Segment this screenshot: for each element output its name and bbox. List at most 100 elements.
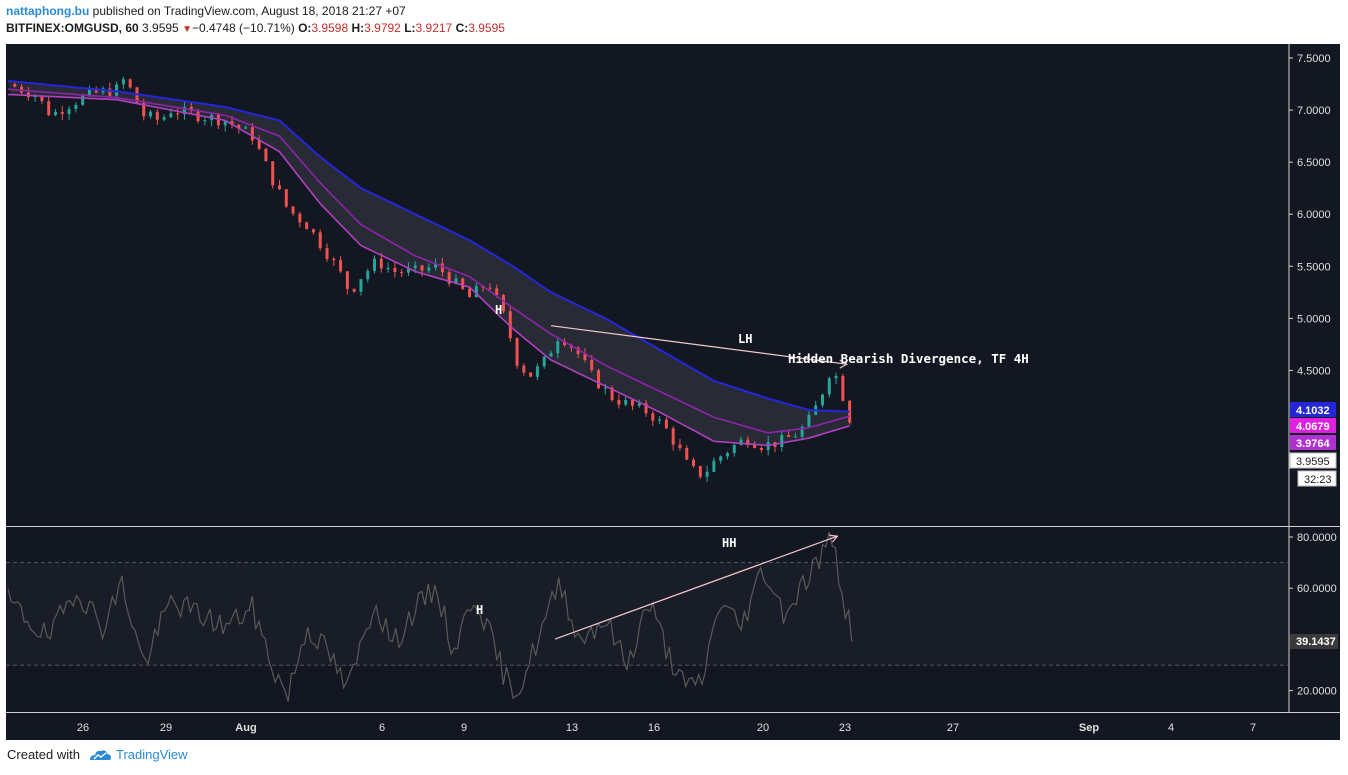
candle-body[interactable]	[725, 453, 729, 457]
candle-body[interactable]	[583, 354, 587, 360]
candle-body[interactable]	[108, 88, 112, 96]
candle-body[interactable]	[203, 120, 207, 122]
candle-body[interactable]	[128, 79, 132, 88]
candle-body[interactable]	[678, 444, 682, 448]
candle-body[interactable]	[529, 372, 533, 377]
candle-body[interactable]	[712, 460, 716, 472]
candle-body[interactable]	[278, 185, 281, 190]
candle-body[interactable]	[495, 288, 499, 296]
candle-body[interactable]	[176, 113, 180, 115]
candle-body[interactable]	[597, 370, 601, 389]
candle-body[interactable]	[230, 121, 234, 125]
candle-body[interactable]	[74, 104, 78, 109]
candle-body[interactable]	[373, 258, 377, 271]
candle-body[interactable]	[692, 459, 696, 467]
candle-body[interactable]	[630, 400, 634, 406]
candle-body[interactable]	[549, 353, 553, 357]
candle-body[interactable]	[332, 258, 336, 261]
candle-body[interactable]	[644, 403, 648, 414]
candle-body[interactable]	[189, 106, 193, 111]
candle-body[interactable]	[780, 435, 784, 447]
ema-line-1[interactable]	[7, 79, 850, 413]
candle-body[interactable]	[739, 439, 743, 446]
candle-body[interactable]	[305, 222, 309, 230]
candle-body[interactable]	[67, 108, 71, 114]
candle-body[interactable]	[468, 288, 472, 298]
candle-body[interactable]	[13, 84, 17, 87]
candle-body[interactable]	[651, 413, 655, 421]
candle-body[interactable]	[793, 436, 797, 438]
candle-body[interactable]	[800, 426, 804, 437]
candle-body[interactable]	[244, 127, 248, 129]
candle-body[interactable]	[617, 399, 621, 405]
candle-body[interactable]	[440, 263, 444, 273]
candle-body[interactable]	[406, 267, 410, 273]
candle-body[interactable]	[848, 400, 852, 423]
candle-body[interactable]	[121, 79, 125, 85]
candle-body[interactable]	[40, 95, 44, 102]
candle-body[interactable]	[115, 84, 119, 96]
candle-body[interactable]	[542, 356, 546, 367]
candle-body[interactable]	[563, 341, 567, 346]
candle-body[interactable]	[413, 265, 417, 268]
candle-body[interactable]	[237, 124, 241, 129]
candle-body[interactable]	[515, 338, 519, 366]
candle-body[interactable]	[488, 287, 492, 289]
candle-body[interactable]	[87, 88, 91, 96]
candle-body[interactable]	[47, 101, 51, 116]
candle-body[interactable]	[386, 268, 390, 270]
candle-body[interactable]	[461, 278, 465, 289]
candle-body[interactable]	[664, 419, 668, 429]
candle-body[interactable]	[366, 270, 370, 280]
candle-body[interactable]	[508, 311, 512, 339]
candle-body[interactable]	[671, 428, 675, 445]
candle-body[interactable]	[698, 466, 702, 477]
rsi-panel[interactable]: HHH	[6, 531, 1288, 702]
candle-body[interactable]	[556, 341, 560, 354]
candle-body[interactable]	[400, 272, 404, 274]
candle-body[interactable]	[719, 456, 723, 461]
candle-body[interactable]	[522, 365, 526, 373]
candle-body[interactable]	[590, 359, 594, 371]
candle-body[interactable]	[149, 111, 153, 117]
candle-body[interactable]	[345, 271, 349, 289]
candle-body[interactable]	[250, 127, 254, 141]
candle-body[interactable]	[60, 111, 64, 114]
candle-body[interactable]	[339, 260, 343, 272]
candle-body[interactable]	[685, 447, 689, 460]
candle-body[interactable]	[182, 106, 186, 115]
candle-body[interactable]	[257, 140, 261, 149]
candle-body[interactable]	[379, 258, 383, 269]
candle-body[interactable]	[603, 387, 607, 389]
rsi-divergence-trendline[interactable]	[554, 535, 838, 640]
candle-body[interactable]	[81, 95, 85, 105]
candle-body[interactable]	[94, 88, 98, 93]
candle-body[interactable]	[393, 268, 397, 273]
tradingview-brand-link[interactable]: TradingView	[115, 747, 188, 762]
candle-body[interactable]	[142, 102, 146, 117]
candle-body[interactable]	[291, 206, 295, 214]
candle-body[interactable]	[223, 121, 227, 126]
candle-body[interactable]	[284, 189, 288, 207]
candle-body[interactable]	[787, 435, 791, 437]
candle-body[interactable]	[474, 286, 478, 298]
candle-body[interactable]	[501, 295, 505, 312]
candle-body[interactable]	[318, 232, 322, 249]
candle-body[interactable]	[420, 265, 424, 271]
ema-line-2[interactable]	[7, 88, 850, 434]
candle-body[interactable]	[746, 439, 750, 446]
candle-body[interactable]	[610, 387, 614, 400]
price-panel[interactable]: H LH Hidden Bearish Divergence, TF 4H	[7, 76, 1029, 482]
candle-body[interactable]	[434, 263, 438, 268]
candle-body[interactable]	[359, 279, 363, 292]
candle-body[interactable]	[271, 161, 275, 186]
candle-body[interactable]	[576, 347, 580, 355]
candle-body[interactable]	[732, 445, 736, 454]
candle-body[interactable]	[535, 366, 539, 377]
candle-body[interactable]	[807, 414, 811, 427]
candle-body[interactable]	[311, 229, 315, 233]
candle-body[interactable]	[54, 111, 58, 116]
candle-body[interactable]	[447, 272, 451, 284]
author-link[interactable]: nattaphong.bu	[6, 4, 90, 18]
